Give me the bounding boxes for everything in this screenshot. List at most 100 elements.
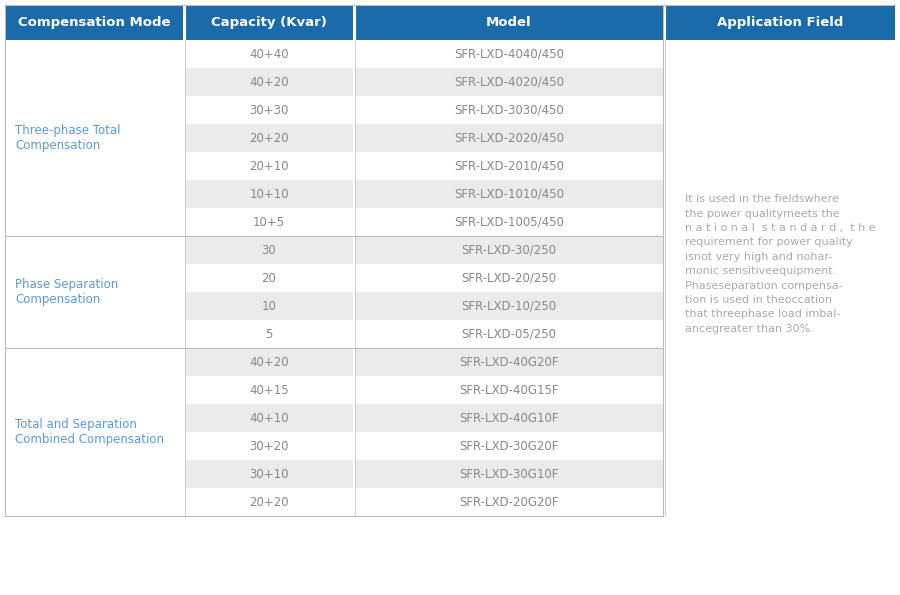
Bar [5, 292, 183, 320]
Bar [355, 40, 663, 68]
Bar [5, 152, 183, 180]
Bar [185, 404, 353, 432]
Text: 20+20: 20+20 [249, 131, 289, 145]
Bar [355, 96, 663, 124]
Bar [185, 460, 353, 488]
Bar [665, 404, 895, 432]
Bar [185, 40, 353, 68]
Bar [665, 432, 895, 460]
Bar [665, 40, 895, 68]
Bar [5, 488, 183, 516]
Bar [665, 488, 895, 516]
Bar [665, 236, 895, 264]
Bar [5, 348, 183, 376]
Bar [355, 180, 663, 208]
Text: SFR-LXD-05/250: SFR-LXD-05/250 [462, 327, 556, 340]
Bar [185, 264, 353, 292]
Text: 30: 30 [262, 243, 276, 256]
Text: Phase Separation
Compensation: Phase Separation Compensation [15, 278, 118, 306]
Bar [665, 292, 895, 320]
Bar [355, 124, 663, 152]
Bar [665, 264, 895, 292]
Bar [5, 236, 183, 264]
Bar [5, 5, 183, 40]
Text: Compensation Mode: Compensation Mode [18, 16, 170, 29]
Bar [185, 124, 353, 152]
Bar [185, 376, 353, 404]
Bar [355, 208, 663, 236]
Text: 10: 10 [262, 299, 276, 312]
Bar [185, 68, 353, 96]
Text: SFR-LXD-3030/450: SFR-LXD-3030/450 [454, 104, 564, 117]
Bar [5, 180, 183, 208]
Bar [355, 348, 663, 376]
Bar [5, 264, 183, 292]
Bar [5, 432, 183, 460]
Text: Total and Separation
Combined Compensation: Total and Separation Combined Compensati… [15, 418, 164, 446]
Text: 40+10: 40+10 [249, 412, 289, 424]
Text: SFR-LXD-30G20F: SFR-LXD-30G20F [459, 440, 559, 453]
Bar [185, 236, 353, 264]
Bar [5, 68, 183, 96]
Bar [665, 460, 895, 488]
Bar [185, 432, 353, 460]
Text: Application Field: Application Field [716, 16, 843, 29]
Text: SFR-LXD-1010/450: SFR-LXD-1010/450 [454, 187, 564, 201]
Bar [5, 40, 183, 68]
Text: SFR-LXD-40G20F: SFR-LXD-40G20F [459, 355, 559, 368]
Text: 20+20: 20+20 [249, 496, 289, 509]
Bar [5, 404, 183, 432]
Bar [355, 320, 663, 348]
Bar [185, 96, 353, 124]
Text: Model: Model [486, 16, 532, 29]
Text: 40+40: 40+40 [249, 48, 289, 61]
Text: SFR-LXD-30/250: SFR-LXD-30/250 [462, 243, 556, 256]
Bar [355, 404, 663, 432]
Text: Three-phase Total
Compensation: Three-phase Total Compensation [15, 124, 121, 152]
Bar [355, 460, 663, 488]
Bar [185, 180, 353, 208]
Bar [665, 208, 895, 236]
Bar [355, 5, 663, 40]
Bar [185, 208, 353, 236]
Bar [355, 488, 663, 516]
Text: SFR-LXD-40G10F: SFR-LXD-40G10F [459, 412, 559, 424]
Bar [185, 152, 353, 180]
Text: It is used in the fieldswhere
the power qualitymeets the
n a t i o n a l  s t a : It is used in the fieldswhere the power … [685, 194, 876, 334]
Bar [355, 264, 663, 292]
Bar [355, 376, 663, 404]
Text: 30+30: 30+30 [249, 104, 289, 117]
Bar [355, 152, 663, 180]
Text: SFR-LXD-30G10F: SFR-LXD-30G10F [459, 468, 559, 481]
Bar [665, 320, 895, 348]
Bar [5, 460, 183, 488]
Bar [665, 68, 895, 96]
Text: 30+20: 30+20 [249, 440, 289, 453]
Text: SFR-LXD-40G15F: SFR-LXD-40G15F [459, 384, 559, 396]
Bar [665, 96, 895, 124]
Bar [185, 488, 353, 516]
Text: SFR-LXD-2010/450: SFR-LXD-2010/450 [454, 159, 564, 173]
Bar [355, 236, 663, 264]
Bar [355, 432, 663, 460]
Text: SFR-LXD-1005/450: SFR-LXD-1005/450 [454, 215, 564, 228]
Bar [355, 68, 663, 96]
Bar [185, 5, 353, 40]
Text: SFR-LXD-20/250: SFR-LXD-20/250 [462, 271, 556, 284]
Bar [665, 376, 895, 404]
Text: SFR-LXD-10/250: SFR-LXD-10/250 [462, 299, 556, 312]
Text: SFR-LXD-4020/450: SFR-LXD-4020/450 [454, 76, 564, 89]
Text: 20+10: 20+10 [249, 159, 289, 173]
Bar [665, 180, 895, 208]
Bar [185, 292, 353, 320]
Text: Capacity (Kvar): Capacity (Kvar) [212, 16, 327, 29]
Text: 20: 20 [262, 271, 276, 284]
Bar [665, 5, 895, 40]
Bar [665, 124, 895, 152]
Text: 40+15: 40+15 [249, 384, 289, 396]
Bar [665, 152, 895, 180]
Bar [5, 96, 183, 124]
Text: 30+10: 30+10 [249, 468, 289, 481]
Bar [5, 124, 183, 152]
Text: 10+5: 10+5 [253, 215, 285, 228]
